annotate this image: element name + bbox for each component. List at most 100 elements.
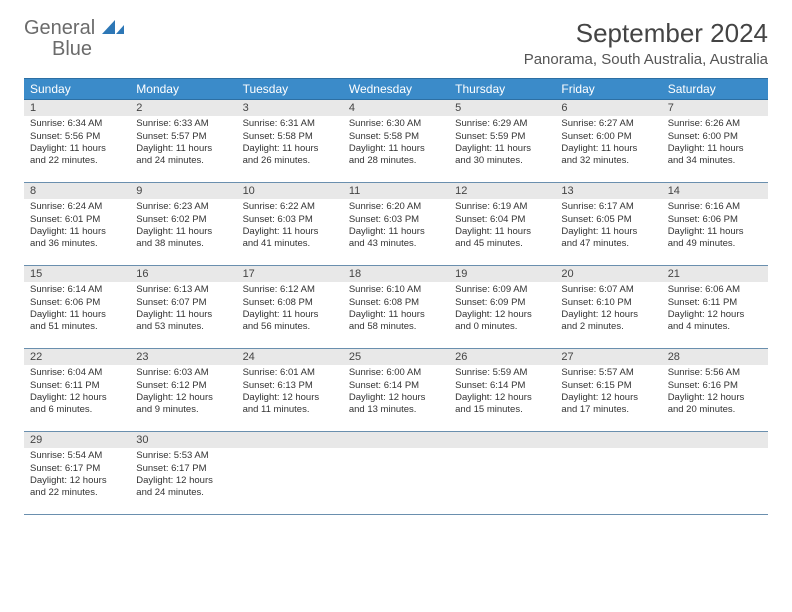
sunset-line: Sunset: 6:12 PM <box>136 380 230 392</box>
day-number: 29 <box>24 432 130 448</box>
day-number-empty <box>662 432 768 448</box>
sunrise-line: Sunrise: 6:03 AM <box>136 367 230 379</box>
sunset-line: Sunset: 6:07 PM <box>136 297 230 309</box>
week-row: 22Sunrise: 6:04 AMSunset: 6:11 PMDayligh… <box>24 349 768 432</box>
day-cell: 27Sunrise: 5:57 AMSunset: 6:15 PMDayligh… <box>555 349 661 431</box>
day-number: 15 <box>24 266 130 282</box>
day-body: Sunrise: 6:23 AMSunset: 6:02 PMDaylight:… <box>130 199 236 255</box>
day-cell: 15Sunrise: 6:14 AMSunset: 6:06 PMDayligh… <box>24 266 130 348</box>
daylight-line: Daylight: 11 hours and 53 minutes. <box>136 309 230 334</box>
day-number: 14 <box>662 183 768 199</box>
sunset-line: Sunset: 6:17 PM <box>30 463 124 475</box>
day-number: 27 <box>555 349 661 365</box>
day-body: Sunrise: 6:30 AMSunset: 5:58 PMDaylight:… <box>343 116 449 172</box>
sunrise-line: Sunrise: 6:00 AM <box>349 367 443 379</box>
day-cell: 22Sunrise: 6:04 AMSunset: 6:11 PMDayligh… <box>24 349 130 431</box>
day-number: 11 <box>343 183 449 199</box>
sunrise-line: Sunrise: 6:10 AM <box>349 284 443 296</box>
sunset-line: Sunset: 6:02 PM <box>136 214 230 226</box>
day-cell: 25Sunrise: 6:00 AMSunset: 6:14 PMDayligh… <box>343 349 449 431</box>
day-cell: 16Sunrise: 6:13 AMSunset: 6:07 PMDayligh… <box>130 266 236 348</box>
daylight-line: Daylight: 12 hours and 9 minutes. <box>136 392 230 417</box>
day-header: Thursday <box>449 79 555 99</box>
day-number: 2 <box>130 100 236 116</box>
sunset-line: Sunset: 6:04 PM <box>455 214 549 226</box>
sunrise-line: Sunrise: 6:20 AM <box>349 201 443 213</box>
sunset-line: Sunset: 6:11 PM <box>668 297 762 309</box>
sunset-line: Sunset: 6:16 PM <box>668 380 762 392</box>
day-number: 7 <box>662 100 768 116</box>
day-body: Sunrise: 6:12 AMSunset: 6:08 PMDaylight:… <box>237 282 343 338</box>
day-cell: 17Sunrise: 6:12 AMSunset: 6:08 PMDayligh… <box>237 266 343 348</box>
day-header: Tuesday <box>237 79 343 99</box>
day-number-empty <box>449 432 555 448</box>
day-number: 28 <box>662 349 768 365</box>
day-header: Wednesday <box>343 79 449 99</box>
sunset-line: Sunset: 6:15 PM <box>561 380 655 392</box>
day-cell <box>237 432 343 514</box>
day-number: 30 <box>130 432 236 448</box>
logo-word2: Blue <box>52 38 92 60</box>
sunrise-line: Sunrise: 5:54 AM <box>30 450 124 462</box>
sunrise-line: Sunrise: 6:27 AM <box>561 118 655 130</box>
logo-text: General Blue <box>24 18 124 60</box>
daylight-line: Daylight: 11 hours and 32 minutes. <box>561 143 655 168</box>
day-body: Sunrise: 6:34 AMSunset: 5:56 PMDaylight:… <box>24 116 130 172</box>
daylight-line: Daylight: 11 hours and 51 minutes. <box>30 309 124 334</box>
day-number: 25 <box>343 349 449 365</box>
daylight-line: Daylight: 12 hours and 15 minutes. <box>455 392 549 417</box>
week-row: 8Sunrise: 6:24 AMSunset: 6:01 PMDaylight… <box>24 183 768 266</box>
sunset-line: Sunset: 6:03 PM <box>349 214 443 226</box>
day-body: Sunrise: 6:07 AMSunset: 6:10 PMDaylight:… <box>555 282 661 338</box>
day-cell <box>555 432 661 514</box>
day-number: 21 <box>662 266 768 282</box>
daylight-line: Daylight: 11 hours and 30 minutes. <box>455 143 549 168</box>
day-number: 3 <box>237 100 343 116</box>
day-number: 4 <box>343 100 449 116</box>
day-cell: 13Sunrise: 6:17 AMSunset: 6:05 PMDayligh… <box>555 183 661 265</box>
sunset-line: Sunset: 6:06 PM <box>30 297 124 309</box>
logo: General Blue <box>24 18 124 60</box>
day-cell: 28Sunrise: 5:56 AMSunset: 6:16 PMDayligh… <box>662 349 768 431</box>
day-cell: 8Sunrise: 6:24 AMSunset: 6:01 PMDaylight… <box>24 183 130 265</box>
day-body: Sunrise: 5:56 AMSunset: 6:16 PMDaylight:… <box>662 365 768 421</box>
day-cell: 9Sunrise: 6:23 AMSunset: 6:02 PMDaylight… <box>130 183 236 265</box>
sunrise-line: Sunrise: 6:34 AM <box>30 118 124 130</box>
day-body: Sunrise: 6:19 AMSunset: 6:04 PMDaylight:… <box>449 199 555 255</box>
daylight-line: Daylight: 12 hours and 17 minutes. <box>561 392 655 417</box>
calendar: SundayMondayTuesdayWednesdayThursdayFrid… <box>24 78 768 515</box>
sunrise-line: Sunrise: 5:53 AM <box>136 450 230 462</box>
day-cell: 18Sunrise: 6:10 AMSunset: 6:08 PMDayligh… <box>343 266 449 348</box>
day-body: Sunrise: 6:20 AMSunset: 6:03 PMDaylight:… <box>343 199 449 255</box>
day-number: 12 <box>449 183 555 199</box>
sunrise-line: Sunrise: 6:17 AM <box>561 201 655 213</box>
day-cell: 11Sunrise: 6:20 AMSunset: 6:03 PMDayligh… <box>343 183 449 265</box>
day-cell: 6Sunrise: 6:27 AMSunset: 6:00 PMDaylight… <box>555 100 661 182</box>
sunset-line: Sunset: 6:00 PM <box>561 131 655 143</box>
daylight-line: Daylight: 11 hours and 36 minutes. <box>30 226 124 251</box>
daylight-line: Daylight: 12 hours and 2 minutes. <box>561 309 655 334</box>
sunset-line: Sunset: 6:13 PM <box>243 380 337 392</box>
day-body: Sunrise: 5:59 AMSunset: 6:14 PMDaylight:… <box>449 365 555 421</box>
day-cell: 26Sunrise: 5:59 AMSunset: 6:14 PMDayligh… <box>449 349 555 431</box>
day-body: Sunrise: 6:22 AMSunset: 6:03 PMDaylight:… <box>237 199 343 255</box>
daylight-line: Daylight: 11 hours and 24 minutes. <box>136 143 230 168</box>
day-cell <box>662 432 768 514</box>
day-cell: 1Sunrise: 6:34 AMSunset: 5:56 PMDaylight… <box>24 100 130 182</box>
sunset-line: Sunset: 6:06 PM <box>668 214 762 226</box>
sunrise-line: Sunrise: 6:01 AM <box>243 367 337 379</box>
sunrise-line: Sunrise: 6:13 AM <box>136 284 230 296</box>
day-body: Sunrise: 6:03 AMSunset: 6:12 PMDaylight:… <box>130 365 236 421</box>
calendar-header-row: SundayMondayTuesdayWednesdayThursdayFrid… <box>24 78 768 100</box>
day-number: 24 <box>237 349 343 365</box>
day-body: Sunrise: 5:54 AMSunset: 6:17 PMDaylight:… <box>24 448 130 504</box>
daylight-line: Daylight: 12 hours and 22 minutes. <box>30 475 124 500</box>
day-cell: 19Sunrise: 6:09 AMSunset: 6:09 PMDayligh… <box>449 266 555 348</box>
day-number: 19 <box>449 266 555 282</box>
day-cell: 24Sunrise: 6:01 AMSunset: 6:13 PMDayligh… <box>237 349 343 431</box>
sunset-line: Sunset: 6:14 PM <box>455 380 549 392</box>
day-body: Sunrise: 6:26 AMSunset: 6:00 PMDaylight:… <box>662 116 768 172</box>
day-cell: 23Sunrise: 6:03 AMSunset: 6:12 PMDayligh… <box>130 349 236 431</box>
sunrise-line: Sunrise: 6:29 AM <box>455 118 549 130</box>
week-row: 15Sunrise: 6:14 AMSunset: 6:06 PMDayligh… <box>24 266 768 349</box>
